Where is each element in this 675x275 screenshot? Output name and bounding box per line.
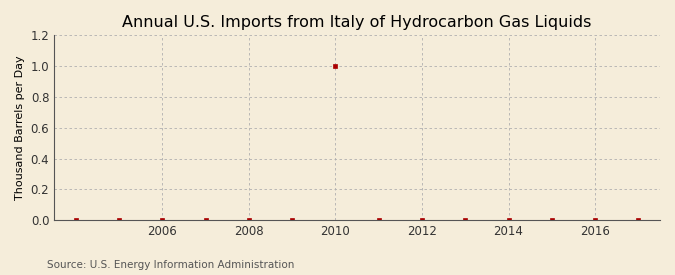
Y-axis label: Thousand Barrels per Day: Thousand Barrels per Day [15, 56, 25, 200]
Title: Annual U.S. Imports from Italy of Hydrocarbon Gas Liquids: Annual U.S. Imports from Italy of Hydroc… [122, 15, 592, 30]
Text: Source: U.S. Energy Information Administration: Source: U.S. Energy Information Administ… [47, 260, 294, 270]
